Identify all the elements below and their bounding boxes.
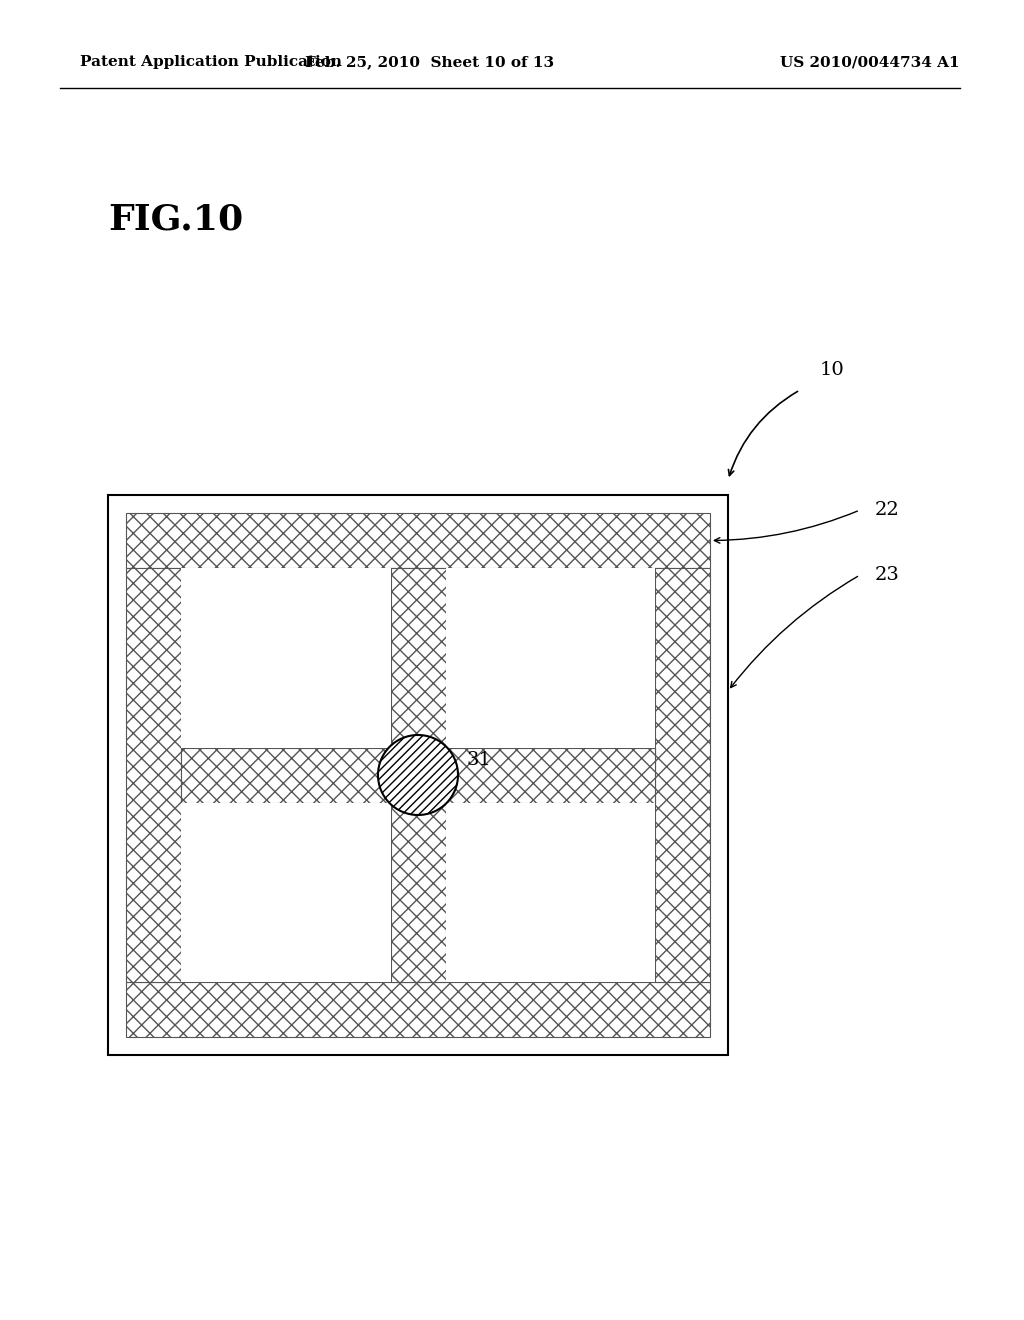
Text: US 2010/0044734 A1: US 2010/0044734 A1	[780, 55, 961, 69]
Text: 22: 22	[874, 502, 900, 519]
Bar	[181, 803, 390, 982]
Bar	[108, 495, 728, 1055]
Text: Patent Application Publication: Patent Application Publication	[80, 55, 342, 69]
Text: 10: 10	[820, 360, 845, 379]
Circle shape	[378, 735, 458, 814]
Bar	[655, 568, 710, 982]
Bar	[445, 568, 655, 747]
Text: 23: 23	[874, 566, 900, 583]
Bar	[390, 568, 445, 982]
Bar	[181, 568, 390, 747]
Bar	[126, 513, 710, 568]
Bar	[445, 803, 655, 982]
Bar	[126, 982, 710, 1038]
Text: Feb. 25, 2010  Sheet 10 of 13: Feb. 25, 2010 Sheet 10 of 13	[305, 55, 555, 69]
Text: 31: 31	[466, 751, 490, 770]
Bar	[126, 568, 181, 982]
Bar	[181, 747, 655, 803]
Text: FIG.10: FIG.10	[108, 203, 244, 238]
